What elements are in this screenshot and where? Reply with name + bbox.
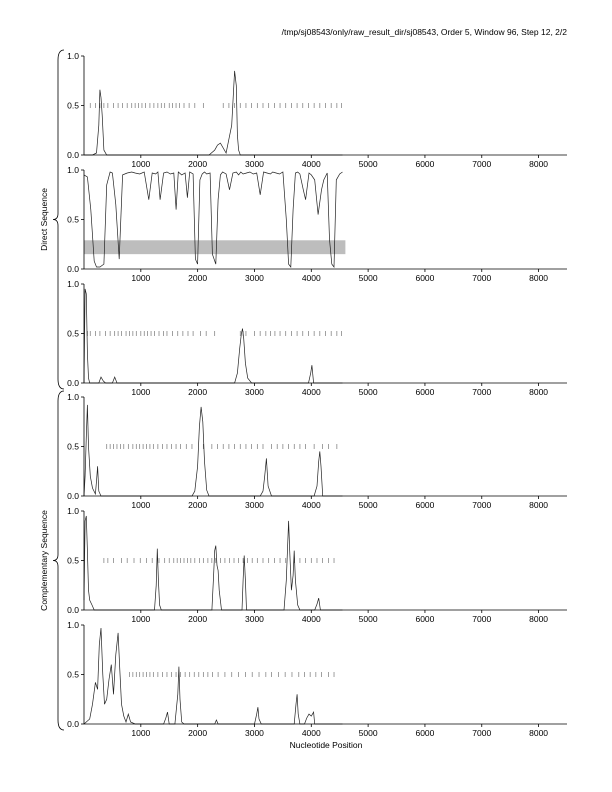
x-tick-label: 1000 (131, 614, 150, 624)
x-tick-label: 8000 (529, 728, 548, 738)
x-tick-label: 7000 (472, 159, 491, 169)
stop-ticks (129, 672, 335, 677)
panel-5: 0.0 0.5 1.0 1000 2000 3000 4000 5000 6000 7000 800… (67, 506, 567, 624)
y-tick-label: 0.0 (67, 719, 79, 729)
y-tick-label: 1.0 (67, 279, 79, 289)
y-tick-label: 0.0 (67, 605, 79, 615)
stop-ticks (89, 103, 342, 108)
x-tick-label: 1000 (131, 273, 150, 283)
x-tick-label: 3000 (245, 273, 264, 283)
panel-4: 0.0 0.5 1.0 1000 2000 3000 4000 5000 6000 7000 800… (67, 392, 567, 510)
panel-6: 0.0 0.5 1.0 1000 2000 3000 4000 5000 6000 7000 800… (67, 620, 567, 738)
y-tick-label: 0.5 (67, 556, 79, 566)
x-tick-label: 4000 (302, 728, 321, 738)
y-tick-label: 1.0 (67, 51, 79, 61)
x-tick-label: 5000 (359, 500, 378, 510)
x-tick-label: 1000 (131, 387, 150, 397)
stop-ticks (106, 444, 338, 449)
x-tick-label: 7000 (472, 614, 491, 624)
x-tick-label: 3000 (245, 728, 264, 738)
series-line (83, 627, 343, 725)
panel-3: 0.0 0.5 1.0 1000 2000 3000 4000 5000 6000 7000 800… (67, 279, 567, 397)
x-tick-label: 5000 (359, 728, 378, 738)
y-tick-label: 0.0 (67, 264, 79, 274)
plots: 0.0 0.5 1.0 1000 2000 3000 4000 5000 6000 7000 800… (67, 51, 567, 738)
x-tick-label: 4000 (302, 159, 321, 169)
y-tick-label: 0.5 (67, 329, 79, 339)
x-tick-label: 7000 (472, 728, 491, 738)
x-tick-label: 6000 (415, 500, 434, 510)
x-tick-label: 2000 (188, 500, 207, 510)
x-tick-label: 6000 (415, 159, 434, 169)
stop-ticks (103, 558, 335, 563)
series-line (83, 515, 343, 611)
x-tick-label: 3000 (245, 159, 264, 169)
x-tick-label: 3000 (245, 500, 264, 510)
panel-1: 0.0 0.5 1.0 1000 2000 3000 4000 5000 6000 7000 800… (67, 51, 567, 169)
x-tick-label: 5000 (359, 159, 378, 169)
y-tick-label: 0.5 (67, 101, 79, 111)
x-tick-label: 5000 (359, 614, 378, 624)
group-label: Direct Sequence (39, 188, 49, 251)
group-bracket (52, 49, 65, 390)
x-tick-label: 2000 (188, 159, 207, 169)
series-line (83, 404, 343, 497)
x-axis-title: Nucleotide Position (290, 740, 363, 750)
y-tick-label: 0.5 (67, 442, 79, 452)
x-tick-label: 6000 (415, 273, 434, 283)
x-tick-label: 7000 (472, 387, 491, 397)
group-brackets: Direct Sequence Complementary Sequence (39, 49, 65, 731)
x-tick-label: 5000 (359, 273, 378, 283)
x-tick-label: 2000 (188, 614, 207, 624)
y-tick-label: 0.5 (67, 215, 79, 225)
x-tick-label: 2000 (188, 387, 207, 397)
y-tick-label: 1.0 (67, 506, 79, 516)
x-tick-label: 4000 (302, 500, 321, 510)
group-label: Complementary Sequence (39, 510, 49, 611)
x-tick-label: 8000 (529, 614, 548, 624)
x-tick-label: 6000 (415, 728, 434, 738)
x-tick-label: 6000 (415, 387, 434, 397)
shaded-band (84, 240, 346, 255)
y-tick-label: 1.0 (67, 392, 79, 402)
stop-ticks (87, 331, 342, 336)
panel-2: 0.0 0.5 1.0 1000 2000 3000 4000 5000 6000 7000 800… (67, 165, 567, 283)
x-tick-label: 1000 (131, 728, 150, 738)
y-tick-label: 1.0 (67, 620, 79, 630)
x-tick-label: 1000 (131, 500, 150, 510)
y-tick-label: 0.0 (67, 378, 79, 388)
group-bracket (52, 390, 65, 731)
x-tick-label: 3000 (245, 614, 264, 624)
y-tick-label: 0.5 (67, 670, 79, 680)
series-line (83, 171, 343, 269)
series-line (83, 288, 343, 384)
y-tick-label: 0.0 (67, 150, 79, 160)
x-tick-label: 8000 (529, 500, 548, 510)
x-tick-label: 1000 (131, 159, 150, 169)
y-tick-label: 0.0 (67, 491, 79, 501)
x-tick-label: 4000 (302, 387, 321, 397)
x-tick-label: 8000 (529, 387, 548, 397)
x-tick-label: 4000 (302, 273, 321, 283)
page-title: /tmp/sj08543/only/raw_result_dir/sj08543… (282, 27, 568, 37)
x-tick-label: 4000 (302, 614, 321, 624)
x-tick-label: 7000 (472, 500, 491, 510)
x-tick-label: 8000 (529, 273, 548, 283)
x-tick-label: 3000 (245, 387, 264, 397)
x-tick-label: 7000 (472, 273, 491, 283)
x-tick-label: 2000 (188, 728, 207, 738)
x-tick-label: 2000 (188, 273, 207, 283)
x-tick-label: 8000 (529, 159, 548, 169)
y-tick-label: 1.0 (67, 165, 79, 175)
x-tick-label: 6000 (415, 614, 434, 624)
x-tick-label: 5000 (359, 387, 378, 397)
series-line (84, 70, 343, 156)
